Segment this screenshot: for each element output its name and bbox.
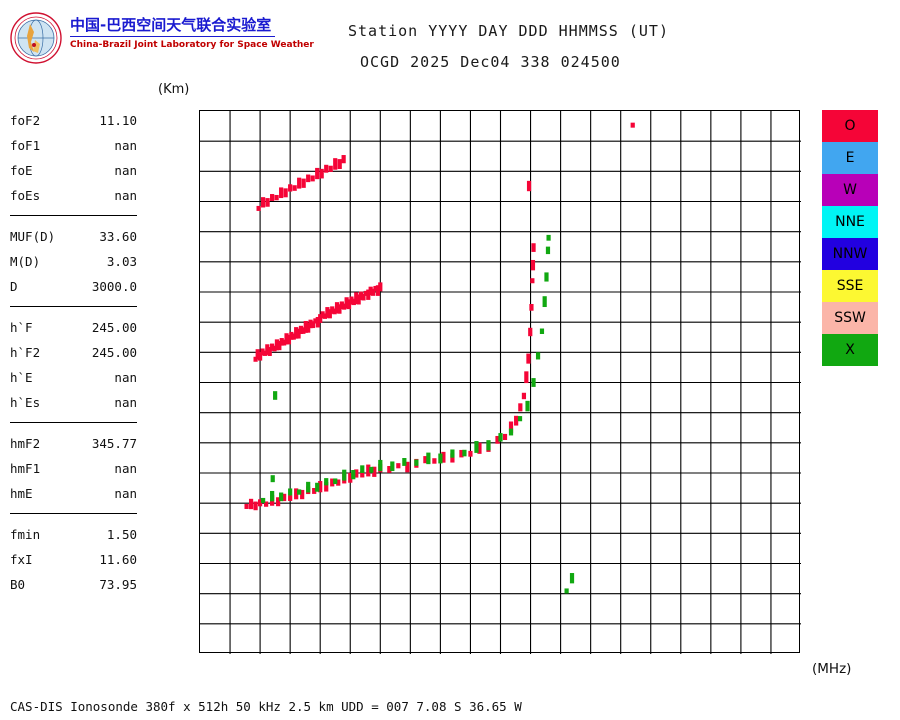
param-key: M(D) xyxy=(10,254,41,269)
param-key: foEs xyxy=(10,188,41,203)
param-row-md: M(D) 3.03 xyxy=(10,249,145,274)
param-separator xyxy=(10,422,137,423)
ionogram-plot-area[interactable] xyxy=(199,110,801,654)
param-row-fmin: fmin 1.50 xyxy=(10,522,145,547)
y-axis-unit-label: (Km) xyxy=(158,82,190,97)
param-row-mufd: MUF(D) 33.60 xyxy=(10,224,145,249)
param-value: 1.50 xyxy=(106,527,137,542)
legend-item-e[interactable]: E xyxy=(822,142,878,174)
legend-item-nnw[interactable]: NNW xyxy=(822,238,878,270)
lab-logo-block: 中国-巴西空间天气联合实验室 China-Brazil Joint Labora… xyxy=(8,8,314,68)
param-row-hes: h`Es nan xyxy=(10,390,145,415)
series-x-isolated xyxy=(270,391,575,594)
param-key: foF1 xyxy=(10,138,41,153)
param-key: foF2 xyxy=(10,113,41,128)
param-value: nan xyxy=(114,188,137,203)
param-value: 245.00 xyxy=(91,320,137,335)
param-key: fxI xyxy=(10,552,33,567)
param-row-d: D 3000.0 xyxy=(10,274,145,299)
param-key: hmF1 xyxy=(10,461,41,476)
series-x xyxy=(261,234,551,503)
param-row-he: h`E nan xyxy=(10,365,145,390)
param-value: nan xyxy=(114,163,137,178)
param-key: h`F xyxy=(10,320,33,335)
param-row-foe: foE nan xyxy=(10,158,145,183)
param-row-hmf2: hmF2 345.77 xyxy=(10,431,145,456)
param-row-hme: hmE nan xyxy=(10,481,145,506)
param-key: h`Es xyxy=(10,395,41,410)
param-row-fof2: foF2 11.10 xyxy=(10,108,145,133)
param-separator xyxy=(10,215,137,216)
series-o-isolated xyxy=(526,122,635,192)
param-value: nan xyxy=(114,138,137,153)
param-key: h`E xyxy=(10,370,33,385)
ionogram-svg xyxy=(200,111,801,654)
instrument-footer: CAS-DIS Ionosonde 380f x 512h 50 kHz 2.5… xyxy=(10,699,522,714)
x-axis-unit-label: (MHz) xyxy=(812,661,852,677)
legend-item-ssw[interactable]: SSW xyxy=(822,302,878,334)
ionogram-parameter-panel: foF2 11.10 foF1 nan foE nan foEs nan MUF(D) 33.60… xyxy=(10,108,145,597)
param-separator xyxy=(10,306,137,307)
param-value: nan xyxy=(114,370,137,385)
series-o-2f2 xyxy=(256,155,346,211)
series-o-main xyxy=(244,243,536,511)
param-key: MUF(D) xyxy=(10,229,56,244)
globe-logo-icon xyxy=(10,12,62,64)
param-key: hmE xyxy=(10,486,33,501)
lab-title-english: China-Brazil Joint Laboratory for Space … xyxy=(70,40,314,50)
param-key: h`F2 xyxy=(10,345,41,360)
param-row-fxi: fxI 11.60 xyxy=(10,547,145,572)
param-row-hf: h`F 245.00 xyxy=(10,315,145,340)
legend-item-x[interactable]: X xyxy=(822,334,878,366)
param-value: 11.10 xyxy=(99,113,137,128)
param-value: nan xyxy=(114,395,137,410)
header-column-labels: Station YYYY DAY DDD HHMMSS (UT) xyxy=(348,22,669,40)
legend-item-nne[interactable]: NNE xyxy=(822,206,878,238)
logo-divider xyxy=(70,36,275,37)
param-value: 345.77 xyxy=(91,436,137,451)
legend-item-o[interactable]: O xyxy=(822,110,878,142)
param-row-hf2: h`F2 245.00 xyxy=(10,340,145,365)
param-separator xyxy=(10,513,137,514)
legend-item-sse[interactable]: SSE xyxy=(822,270,878,302)
param-value: 73.95 xyxy=(99,577,137,592)
param-value: 3000.0 xyxy=(91,279,137,294)
polarization-legend: O E W NNE NNW SSE SSW X xyxy=(822,110,878,366)
series-o xyxy=(253,282,383,362)
param-key: foE xyxy=(10,163,33,178)
param-value: 11.60 xyxy=(99,552,137,567)
param-key: B0 xyxy=(10,577,26,592)
param-key: D xyxy=(10,279,18,294)
param-key: hmF2 xyxy=(10,436,41,451)
param-value: 245.00 xyxy=(91,345,137,360)
param-value: 33.60 xyxy=(99,229,137,244)
param-row-foes: foEs nan xyxy=(10,183,145,208)
param-row-fof1: foF1 nan xyxy=(10,133,145,158)
param-row-hmf1: hmF1 nan xyxy=(10,456,145,481)
param-key: fmin xyxy=(10,527,41,542)
lab-title-chinese: 中国-巴西空间天气联合实验室 xyxy=(70,16,272,34)
param-row-b0: B0 73.95 xyxy=(10,572,145,597)
param-value: nan xyxy=(114,461,137,476)
legend-item-w[interactable]: W xyxy=(822,174,878,206)
param-value: 3.03 xyxy=(106,254,137,269)
param-value: nan xyxy=(114,486,137,501)
header-column-values: OCGD 2025 Dec04 338 024500 xyxy=(360,53,621,71)
